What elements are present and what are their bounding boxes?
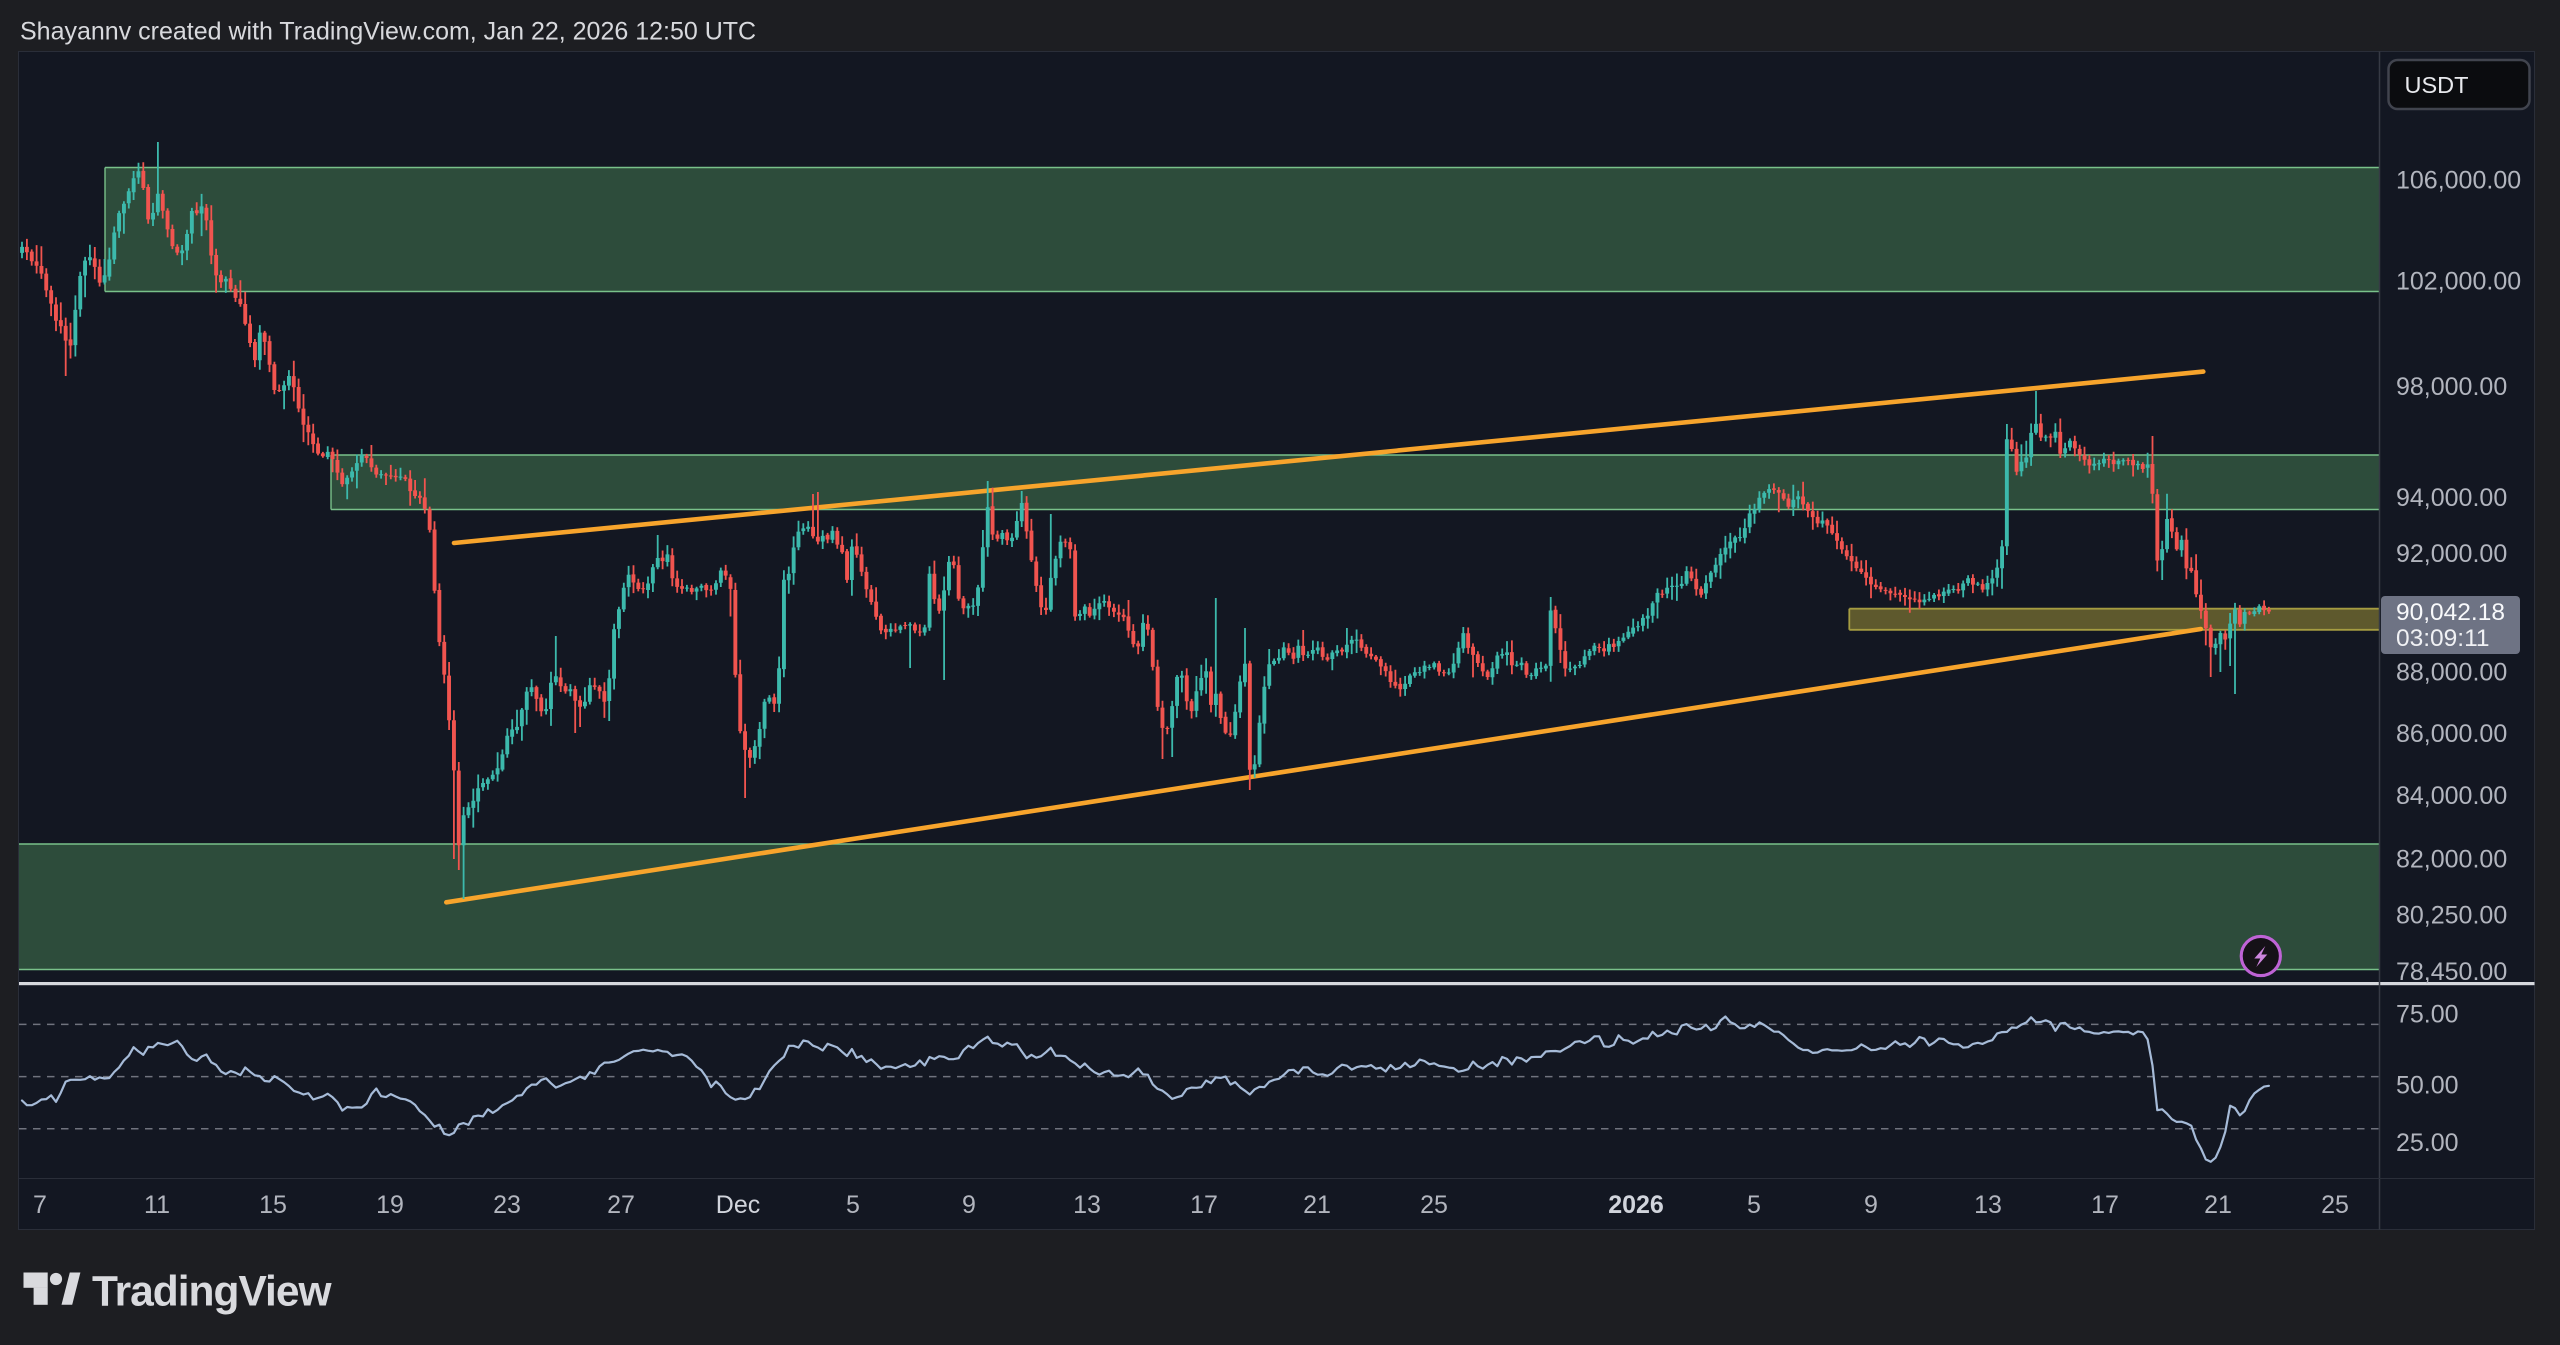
svg-text:78,450.00: 78,450.00: [2396, 958, 2507, 986]
svg-text:84,000.00: 84,000.00: [2396, 782, 2507, 810]
svg-text:Dec: Dec: [716, 1191, 760, 1219]
svg-text:17: 17: [1190, 1191, 1218, 1219]
svg-text:27: 27: [607, 1191, 635, 1219]
svg-text:15: 15: [259, 1191, 287, 1219]
svg-text:25.00: 25.00: [2396, 1129, 2459, 1157]
svg-text:75.00: 75.00: [2396, 1001, 2459, 1029]
svg-text:82,000.00: 82,000.00: [2396, 845, 2507, 873]
svg-text:102,000.00: 102,000.00: [2396, 268, 2521, 296]
svg-text:90,042.18: 90,042.18: [2396, 599, 2505, 626]
svg-text:7: 7: [33, 1191, 47, 1219]
svg-text:9: 9: [962, 1191, 976, 1219]
svg-text:Shayannv created with TradingV: Shayannv created with TradingView.com, J…: [20, 18, 756, 46]
svg-text:13: 13: [1073, 1191, 1101, 1219]
svg-text:2026: 2026: [1608, 1191, 1664, 1219]
svg-text:13: 13: [1974, 1191, 2002, 1219]
svg-text:19: 19: [376, 1191, 404, 1219]
svg-text:11: 11: [144, 1191, 170, 1219]
svg-text:50.00: 50.00: [2396, 1072, 2459, 1100]
svg-text:98,000.00: 98,000.00: [2396, 373, 2507, 401]
svg-text:25: 25: [1420, 1191, 1448, 1219]
svg-text:17: 17: [2091, 1191, 2119, 1219]
svg-text:21: 21: [1303, 1191, 1331, 1219]
svg-text:94,000.00: 94,000.00: [2396, 484, 2507, 512]
svg-text:80,250.00: 80,250.00: [2396, 902, 2507, 930]
svg-text:USDT: USDT: [2405, 72, 2469, 98]
svg-text:03:09:11: 03:09:11: [2396, 625, 2490, 652]
svg-text:106,000.00: 106,000.00: [2396, 166, 2521, 194]
svg-text:5: 5: [846, 1191, 860, 1219]
svg-text:TradingView: TradingView: [92, 1269, 333, 1316]
svg-text:88,000.00: 88,000.00: [2396, 659, 2507, 687]
svg-text:21: 21: [2204, 1191, 2232, 1219]
svg-text:86,000.00: 86,000.00: [2396, 720, 2507, 748]
svg-text:9: 9: [1864, 1191, 1878, 1219]
svg-text:5: 5: [1747, 1191, 1761, 1219]
svg-text:92,000.00: 92,000.00: [2396, 540, 2507, 568]
svg-text:23: 23: [493, 1191, 521, 1219]
svg-text:25: 25: [2321, 1191, 2349, 1219]
